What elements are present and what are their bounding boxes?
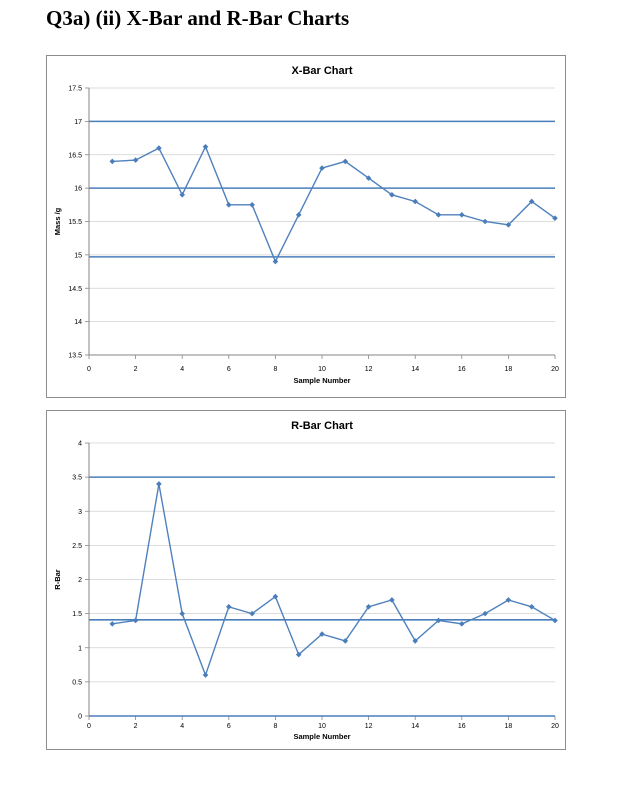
data-point	[272, 258, 279, 265]
data-point	[342, 638, 349, 644]
data-point	[202, 672, 209, 678]
x-tick-label: 10	[318, 366, 326, 373]
xbar-chart: X-Bar Chart 13.5 14 14.5 15 15.5 16 16.5 17 17.5 0…	[53, 65, 559, 385]
data-point	[482, 610, 488, 617]
y-tick-label: 1	[78, 645, 82, 652]
data-point	[389, 597, 395, 603]
y-tick-label: 0.5	[72, 679, 82, 686]
x-tick-label: 20	[551, 723, 559, 730]
data-point	[319, 631, 325, 637]
data-point	[319, 165, 325, 171]
data-point	[132, 617, 139, 624]
x-tick-label: 12	[365, 366, 373, 373]
x-tick-label: 10	[318, 723, 326, 730]
rbar-chart: R-Bar Chart 0 0.5 1 1.5 2 2.5 3 3.5 4 0 2 4 6 8 10 12 14 1…	[53, 420, 559, 741]
data-point	[179, 610, 185, 617]
rbar-chart-panel: R-Bar Chart 0 0.5 1 1.5 2 2.5 3 3.5 4 0 2 4 6 8 10 12 14 1…	[46, 410, 566, 750]
data-point	[249, 202, 255, 208]
data-point	[505, 597, 512, 603]
y-tick-label: 0	[78, 714, 82, 721]
xbar-chart-panel: X-Bar Chart 13.5 14 14.5 15 15.5 16 16.5 17 17.5 0…	[46, 55, 566, 398]
x-axis-label: Sample Number	[293, 376, 350, 385]
data-point	[365, 604, 372, 610]
x-tick-label: 8	[273, 366, 277, 373]
data-point	[412, 198, 418, 205]
page-heading: Q3a) (ii) X-Bar and R-Bar Charts	[46, 6, 350, 30]
data-point	[202, 143, 209, 150]
data-point	[109, 158, 116, 165]
y-tick-label: 3.5	[72, 475, 82, 482]
y-tick-label: 16.5	[68, 152, 82, 159]
x-tick-label: 0	[87, 723, 91, 730]
y-tick-label: 13.5	[68, 353, 82, 360]
data-point	[226, 604, 232, 610]
x-tick-label: 4	[180, 723, 184, 730]
x-tick-label: 20	[551, 366, 559, 373]
x-tick-label: 4	[180, 366, 184, 373]
y-tick-label: 15	[74, 252, 82, 259]
y-tick-label: 14	[74, 319, 82, 326]
y-tick-label: 16	[74, 186, 82, 193]
x-tick-label: 16	[458, 723, 466, 730]
data-point	[295, 651, 302, 658]
x-tick-label: 0	[87, 366, 91, 373]
data-point	[435, 212, 442, 218]
y-tick-label: 17	[74, 119, 82, 126]
x-tick-label: 2	[134, 723, 138, 730]
x-tick-label: 14	[411, 723, 419, 730]
data-point	[109, 621, 116, 627]
data-point	[528, 604, 535, 610]
y-tick-label: 3	[78, 509, 82, 516]
data-point	[179, 192, 185, 198]
series-line	[112, 483, 556, 678]
data-point	[412, 638, 418, 644]
y-tick-label: 14.5	[68, 286, 82, 293]
y-tick-label: 15.5	[68, 219, 82, 226]
data-point	[226, 202, 232, 208]
x-tick-label: 18	[505, 723, 513, 730]
y-tick-label: 4	[78, 441, 82, 448]
y-axis-label: Mass /g	[53, 207, 62, 235]
data-point	[459, 212, 465, 218]
x-axis-label: Sample Number	[293, 732, 350, 741]
x-tick-label: 2	[134, 366, 138, 373]
x-tick-label: 6	[227, 723, 231, 730]
x-tick-label: 8	[273, 723, 277, 730]
chart-title: X-Bar Chart	[291, 65, 352, 77]
x-tick-label: 18	[505, 366, 513, 373]
x-tick-label: 14	[411, 366, 419, 373]
data-point	[156, 145, 162, 151]
y-tick-label: 2	[78, 577, 82, 584]
data-point	[528, 198, 535, 205]
chart-title: R-Bar Chart	[291, 420, 353, 432]
data-point	[389, 192, 395, 198]
data-point	[156, 481, 162, 487]
data-point	[505, 222, 512, 228]
y-tick-label: 1.5	[72, 611, 82, 618]
data-point	[459, 621, 465, 627]
series-line	[112, 145, 556, 264]
x-tick-label: 12	[365, 723, 373, 730]
x-tick-label: 6	[227, 366, 231, 373]
data-point	[435, 617, 442, 624]
data-point	[552, 617, 558, 624]
data-point	[482, 218, 488, 225]
x-tick-label: 16	[458, 366, 466, 373]
y-tick-label: 2.5	[72, 543, 82, 550]
data-point	[295, 212, 302, 218]
y-tick-label: 17.5	[68, 86, 82, 93]
y-axis-label: R-Bar	[53, 569, 62, 590]
data-point	[132, 157, 139, 163]
